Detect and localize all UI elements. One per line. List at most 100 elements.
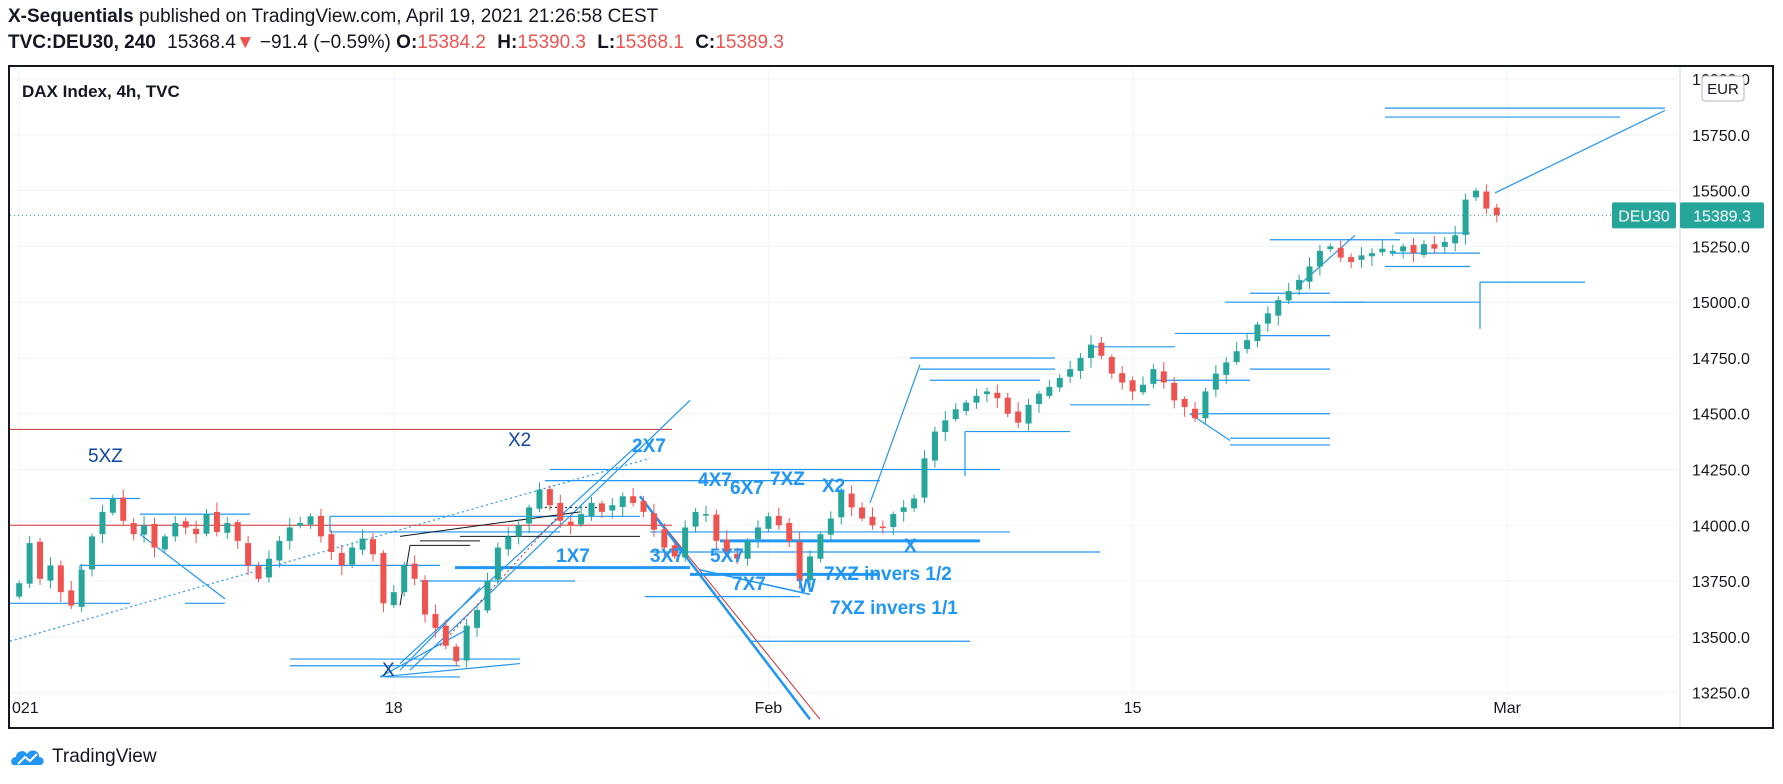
trend-line[interactable] [379, 627, 471, 678]
wave-label[interactable]: X2 [822, 476, 845, 497]
trend-line[interactable] [379, 662, 521, 678]
author-name[interactable]: X-Sequentials [8, 6, 134, 27]
candle [879, 520, 886, 534]
wave-label[interactable]: 7XZ invers 1/2 [824, 564, 952, 585]
trend-line[interactable] [399, 442, 641, 664]
candle [1285, 282, 1292, 304]
candle [952, 403, 959, 422]
candle-body [1244, 340, 1251, 350]
candle-body [1150, 369, 1157, 384]
candle-body [890, 514, 897, 528]
candle-body [1140, 384, 1147, 393]
wave-label[interactable]: 7XZ invers 1/1 [830, 598, 958, 619]
candle-body [338, 552, 345, 566]
candle [182, 517, 189, 535]
candle [838, 488, 845, 525]
trend-line[interactable] [1494, 109, 1666, 194]
wave-label[interactable]: 5X7 [710, 546, 744, 567]
candle [1004, 392, 1011, 418]
wave-label[interactable]: 5XZ [88, 446, 123, 467]
candle [432, 604, 439, 638]
candle-body [1056, 378, 1063, 388]
wave-label[interactable]: 3X7 [650, 546, 684, 567]
candle [827, 511, 834, 540]
price-tick-label: 15750.0 [1692, 128, 1750, 145]
tradingview-footer[interactable]: TradingView [10, 744, 157, 770]
candle-body [57, 565, 64, 593]
wave-label[interactable]: 4X7 [698, 470, 732, 491]
candle-body [515, 525, 522, 537]
candle [1108, 354, 1115, 379]
candle [245, 535, 252, 576]
time-tick-label: 15 [1124, 700, 1142, 717]
candle [109, 494, 116, 516]
wave-label[interactable]: 2X7 [632, 436, 666, 457]
price-tick-label: 15500.0 [1692, 184, 1750, 201]
candle [401, 561, 408, 597]
candle-body [723, 539, 730, 553]
last-price-marker: DEU30 15389.3 [10, 202, 1764, 229]
candle-body [1389, 250, 1396, 253]
candle [640, 496, 647, 518]
wave-label[interactable]: W [798, 576, 816, 597]
candle [921, 450, 928, 503]
trend-line[interactable] [639, 495, 821, 720]
candle [1119, 365, 1126, 390]
candle [1296, 274, 1303, 296]
wave-label[interactable]: 7XZ [770, 469, 805, 490]
trend-line[interactable] [399, 587, 481, 671]
candle [630, 488, 637, 507]
trend-line[interactable] [699, 569, 811, 596]
candle-body [463, 625, 470, 661]
time-tick-label: Mar [1493, 700, 1521, 717]
trend-line[interactable] [409, 399, 691, 671]
candle [1452, 225, 1459, 252]
candle [234, 519, 241, 549]
candle-body [442, 625, 449, 646]
wave-label[interactable]: 6X7 [730, 478, 764, 499]
wave-label[interactable]: 1X7 [556, 546, 590, 567]
candle-body [1358, 255, 1365, 260]
trend-line[interactable] [399, 511, 581, 537]
candle-body [1119, 373, 1126, 383]
candle [57, 560, 64, 602]
candle-body [1004, 397, 1011, 414]
candle-body [1046, 386, 1053, 396]
candle-body [16, 583, 23, 597]
candle-body [494, 547, 501, 580]
candle-body [546, 489, 553, 506]
candle-body [661, 529, 668, 548]
candle-body [245, 543, 252, 566]
wave-label[interactable]: 7X7 [732, 574, 766, 595]
candle-body [952, 409, 959, 420]
tradingview-cloud-icon [11, 750, 44, 765]
candle [213, 502, 220, 537]
candle [369, 533, 376, 562]
candle-body [390, 592, 397, 606]
candle [744, 538, 751, 566]
candle-body [734, 553, 741, 559]
wave-label[interactable]: X [382, 660, 395, 681]
candle [130, 518, 137, 541]
candle [474, 606, 481, 637]
trend-line[interactable] [869, 364, 921, 504]
price-tick-label: 14000.0 [1692, 518, 1750, 535]
candle [755, 520, 761, 549]
candle [682, 520, 689, 562]
candle [931, 426, 938, 468]
candle-body [234, 522, 241, 541]
candle-body [598, 503, 605, 512]
price-tick-label: 15000.0 [1692, 295, 1750, 312]
candle-body [1108, 357, 1115, 374]
currency-box[interactable] [1701, 75, 1745, 102]
candle [1254, 321, 1261, 348]
trend-line[interactable] [639, 495, 811, 721]
candle [120, 489, 127, 526]
wave-label[interactable]: X [904, 536, 917, 557]
annotation-layer[interactable]: 5XZ X2 X 2X7 1X7 3X7 4X7 5X7 6X7 7X7 7XZ X2 W X 7XZ in… [88, 430, 958, 681]
wave-label[interactable]: X2 [508, 430, 531, 451]
trend-line[interactable] [9, 457, 651, 642]
candle-body [838, 491, 845, 518]
candle [983, 387, 990, 403]
